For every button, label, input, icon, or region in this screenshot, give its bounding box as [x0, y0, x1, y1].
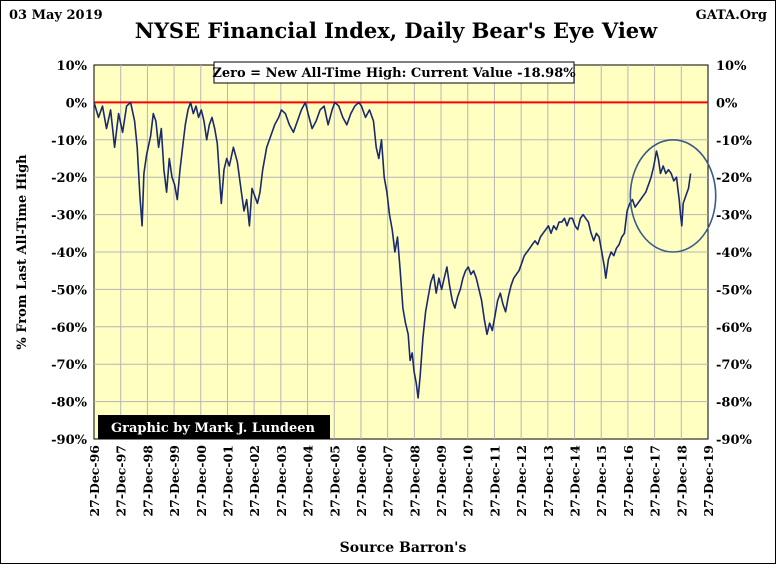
x-tick-label: 27-Dec-07 [381, 445, 396, 517]
x-tick-label: 27-Dec-10 [461, 445, 476, 517]
y-tick-label-left: -10% [51, 134, 87, 149]
y-tick-label-right: -80% [716, 396, 752, 411]
highlight-ellipse [629, 138, 717, 253]
x-tick-label: 27-Dec-11 [487, 445, 502, 517]
x-tick-label: 27-Dec-17 [648, 445, 663, 517]
x-tick-label: 27-Dec-08 [407, 445, 422, 517]
annotation-text: Zero = New All-Time High: Current Value … [212, 66, 576, 81]
y-axis-right: 10% 0% -10% -20% -30% -40% -50% -60% -70% -80% -90… [716, 59, 752, 448]
y-tick-label-right: -10% [716, 134, 752, 149]
y-tick-label-left: -20% [51, 171, 87, 186]
y-tick-label-left: -30% [51, 209, 87, 224]
x-tick-label: 27-Dec-05 [327, 445, 342, 517]
y-tick-label-right: 0% [716, 96, 738, 111]
x-tick-label: 27-Dec-98 [140, 445, 155, 517]
x-tick-label: 27-Dec-97 [114, 445, 129, 517]
y-tick-label-right: -20% [716, 171, 752, 186]
y-tick-label-right: -90% [716, 433, 752, 448]
x-axis-label: Source Barron's [340, 540, 467, 556]
y-tick-label-left: -90% [51, 433, 87, 448]
y-tick-label-right: -30% [716, 209, 752, 224]
credit-box [98, 415, 330, 439]
x-tick-label: 27-Dec-02 [247, 445, 262, 517]
y-tick-label-left: 10% [57, 59, 88, 74]
x-tick-label: 27-Dec-96 [87, 445, 102, 517]
y-tick-label-left: -40% [51, 246, 87, 261]
y-tick-label-right: -60% [716, 321, 752, 336]
x-tick-label: 27-Dec-14 [568, 445, 583, 517]
x-tick-label: 27-Dec-12 [514, 445, 529, 517]
source-site-label: GATA.Org [696, 8, 767, 23]
y-axis-label: % From Last All-Time High [15, 154, 30, 350]
y-tick-label-right: -40% [716, 246, 752, 261]
y-tick-label-left: -80% [51, 396, 87, 411]
y-tick-label-right: 10% [716, 59, 747, 74]
y-axis-left: 10% 0% -10% -20% -30% -40% -50% -60% -70% -80% -90… [51, 59, 87, 448]
x-tick-label: 27-Dec-01 [220, 445, 235, 517]
x-tick-label: 27-Dec-03 [274, 445, 289, 517]
x-tick-label: 27-Dec-16 [621, 445, 636, 517]
x-tick-label: 27-Dec-09 [434, 445, 449, 517]
x-tick-label: 27-Dec-18 [674, 445, 689, 517]
chart-title: NYSE Financial Index, Daily Bear's Eye V… [135, 18, 658, 43]
x-tick-label: 27-Dec-00 [194, 445, 209, 517]
series-line-nyse-financial [93, 101, 692, 399]
y-tick-label-left: -50% [51, 283, 87, 298]
x-tick-label: 27-Dec-15 [594, 445, 609, 517]
y-tick-label-right: -70% [716, 358, 752, 373]
x-axis: 27-Dec-96 27-Dec-97 27-Dec-98 27-Dec-99 27-D… [87, 445, 716, 517]
date-label: 03 May 2019 [9, 8, 103, 23]
y-tick-label-right: -50% [716, 283, 752, 298]
x-tick-label: 27-Dec-99 [167, 445, 182, 517]
annotation-box [213, 61, 575, 84]
y-tick-label-left: 0% [66, 96, 88, 111]
y-tick-label-left: -60% [51, 321, 87, 336]
y-tick-label-left: -70% [51, 358, 87, 373]
x-tick-label: 27-Dec-13 [541, 445, 556, 517]
x-tick-label: 27-Dec-06 [354, 445, 369, 517]
x-tick-label: 27-Dec-04 [301, 445, 316, 517]
x-tick-label: 27-Dec-19 [701, 445, 716, 517]
credit-text: Graphic by Mark J. Lundeen [111, 421, 316, 436]
